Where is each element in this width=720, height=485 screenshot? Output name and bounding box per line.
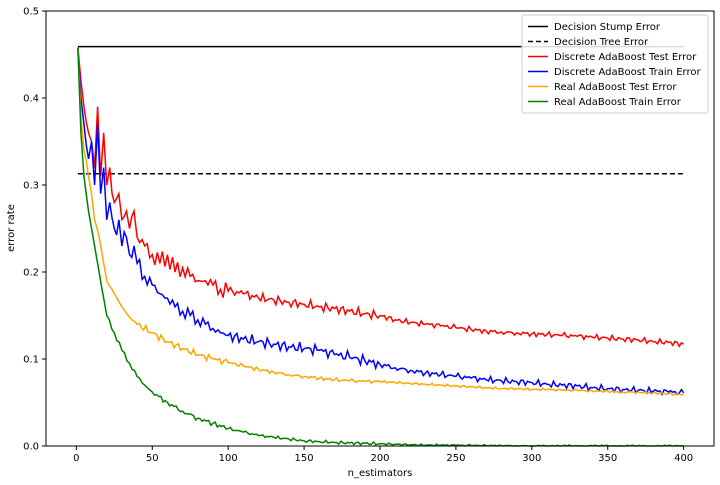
y-axis-label: error rate <box>6 204 17 252</box>
x-tick-label: 250 <box>446 453 465 464</box>
y-tick-label: 0.4 <box>23 94 39 105</box>
legend-label: Real AdaBoost Train Error <box>554 97 682 108</box>
x-tick-label: 300 <box>522 453 541 464</box>
x-axis-ticks: 0 50 100 150 200 250 300 350 400 <box>73 446 693 464</box>
y-tick-label: 0.0 <box>23 442 39 453</box>
x-tick-label: 0 <box>73 453 79 464</box>
x-tick-label: 100 <box>219 453 238 464</box>
x-tick-label: 50 <box>146 453 159 464</box>
legend-label: Discrete AdaBoost Test Error <box>554 52 697 63</box>
x-tick-label: 200 <box>370 453 389 464</box>
legend: Decision Stump Error Decision Tree Error D… <box>521 14 709 114</box>
series-line <box>77 47 685 348</box>
legend-label: Decision Stump Error <box>554 22 661 33</box>
x-tick-label: 400 <box>674 453 693 464</box>
series-line <box>77 47 684 397</box>
x-tick-label: 150 <box>295 453 314 464</box>
legend-label: Discrete AdaBoost Train Error <box>554 67 701 78</box>
y-tick-label: 0.2 <box>23 268 39 279</box>
y-tick-label: 0.5 <box>23 7 39 18</box>
legend-box <box>521 14 709 114</box>
x-tick-label: 350 <box>598 453 617 464</box>
x-axis-label: n_estimators <box>348 468 413 479</box>
legend-label: Decision Tree Error <box>554 37 649 48</box>
legend-label: Real AdaBoost Test Error <box>554 82 677 93</box>
series-line <box>77 47 685 397</box>
y-tick-label: 0.1 <box>23 355 39 366</box>
y-tick-label: 0.3 <box>23 181 39 192</box>
y-axis-ticks: 0.0 0.1 0.2 0.3 0.4 0.5 <box>23 7 46 453</box>
